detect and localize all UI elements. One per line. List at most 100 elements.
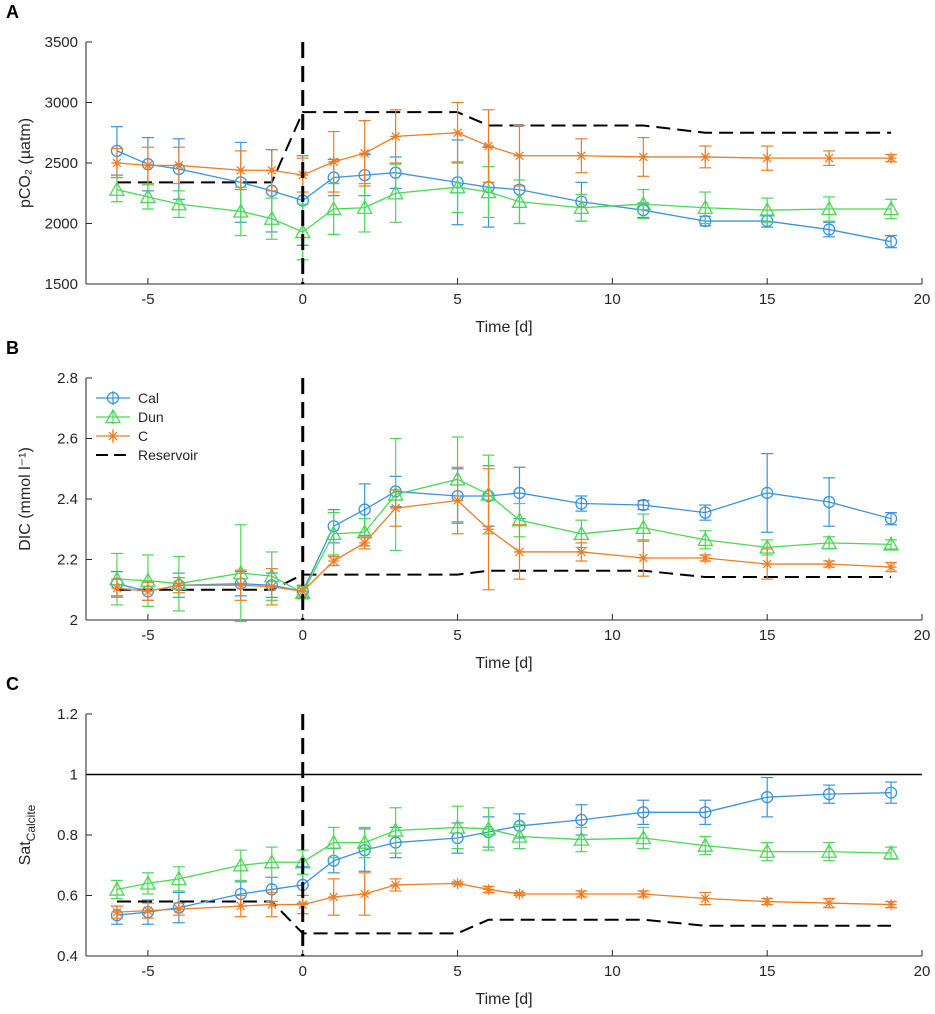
panel-c-xlabel: Time [d] xyxy=(475,991,532,1008)
panel-a-c-point xyxy=(885,152,897,164)
panel-b-c-point xyxy=(266,581,278,593)
panel-b-series-c xyxy=(110,466,898,606)
panel-c-c-point xyxy=(390,879,402,891)
panel-b-c-point xyxy=(761,558,773,570)
panel-c-dun-point xyxy=(635,829,652,845)
panel-b-c-point-strokes xyxy=(575,546,587,558)
panel-c-xtick-label: -5 xyxy=(141,963,154,980)
panel-b-series-dun xyxy=(108,436,900,623)
panel-c-c-point-strokes xyxy=(575,888,587,900)
panel-c-c-point-strokes xyxy=(699,893,711,905)
panel-b-xtick-label: 20 xyxy=(914,627,931,644)
panel-a-series-c xyxy=(110,101,898,193)
panel-a-dun-point xyxy=(325,200,342,216)
panel-a-c-point xyxy=(637,151,649,163)
panel-a-c-point xyxy=(111,157,123,169)
panel-a-c-point-strokes xyxy=(173,159,185,171)
panel-c-c-point-strokes xyxy=(235,900,247,912)
panel-a-c-point-strokes xyxy=(111,157,123,169)
panel-b-cal-point xyxy=(761,486,774,500)
legend-c-marker xyxy=(107,430,119,442)
panel-c-c-point xyxy=(452,877,464,889)
panel-c-dun-point xyxy=(480,820,497,836)
panel-a-c-point-strokes xyxy=(637,151,649,163)
panel-b-c-point xyxy=(173,579,185,591)
panel-b-c-point-strokes xyxy=(390,502,402,514)
panel-a-ytick-label: 3500 xyxy=(45,34,78,51)
panel-a-ylabel: pCO₂ (µatm) xyxy=(17,118,34,208)
panel-c-cal-point xyxy=(699,806,712,819)
panel-b-c-point xyxy=(885,561,897,573)
panel-c-c-point-strokes xyxy=(328,891,340,903)
legend-dun-label: Dun xyxy=(138,409,164,425)
panel-c-ylabel: SatCalcite xyxy=(17,804,38,865)
panel-a-dun-point xyxy=(170,195,187,211)
panel-c-c-point-strokes xyxy=(885,899,897,911)
panel-a-dun-point xyxy=(108,181,126,196)
panel-b-c-point xyxy=(823,558,835,570)
panel-b-c-point-strokes xyxy=(266,581,278,593)
panel-c-cal-point xyxy=(884,786,898,799)
panel-c-letter: C xyxy=(6,674,19,694)
panel-a-c-point xyxy=(823,152,835,164)
panel-a-dun-point xyxy=(573,199,590,215)
panel-a-c-point xyxy=(142,159,154,171)
panel-c-ytick-label: 1 xyxy=(70,767,78,784)
panel-b-cal-point xyxy=(513,486,526,500)
panel-b-ytick-label: 2.6 xyxy=(57,431,78,448)
panel-a-c-point-strokes xyxy=(483,140,495,152)
panel-a-plot: -5 0 5 10 15 20 1500 2000 2500 3000 3500 xyxy=(45,34,931,308)
panel-b-c-point-strokes xyxy=(637,552,649,564)
panel-a-c-point xyxy=(513,150,525,162)
legend-c-label: C xyxy=(138,428,148,444)
panel-c-c-point-strokes xyxy=(390,879,402,891)
panel-c-dun-point xyxy=(759,843,776,858)
panel-a-c-point-strokes xyxy=(266,164,278,176)
panel-c-reservoir-line xyxy=(116,900,892,935)
panel-c-c-point xyxy=(483,883,495,895)
panel-a-c-point-strokes xyxy=(328,156,340,168)
panel-b-dun-point xyxy=(635,519,652,534)
legend-cal-marker xyxy=(106,391,120,405)
panel-a-c-point xyxy=(359,147,371,159)
legend-entry-c: C xyxy=(96,428,148,444)
panel-a-dun-point xyxy=(759,201,776,217)
panel-b-xtick-label: 10 xyxy=(604,627,621,644)
panel-c-dun-point xyxy=(108,881,126,896)
panel-c-c-point xyxy=(575,888,587,900)
panel-c-dun-point xyxy=(697,837,714,852)
panel-c-ytick-label: 0.6 xyxy=(57,888,78,905)
panel-b-dun-point xyxy=(882,536,900,551)
panel-c-xtick-label: 0 xyxy=(299,963,307,980)
panel-b-c-point xyxy=(575,546,587,558)
panel-b-ytick-label: 2.8 xyxy=(57,370,78,387)
panel-a-c-point xyxy=(699,151,711,163)
panel-c-c-point xyxy=(761,896,773,908)
panel-a-c-point xyxy=(173,159,185,171)
panel-b-c-point xyxy=(328,555,340,567)
panel-c-ytick-label: 1.2 xyxy=(57,706,78,723)
panel-c-c-point-strokes xyxy=(823,897,835,909)
panel-a-dun-point xyxy=(356,199,373,215)
panel-a-cal-line xyxy=(116,150,892,243)
panel-b-c-point-strokes xyxy=(761,558,773,570)
panel-b-cal-point xyxy=(822,495,836,509)
panel-b-c-point xyxy=(637,552,649,564)
panel-c-c-point-strokes xyxy=(111,906,123,918)
panel-a-dun-point xyxy=(232,203,249,218)
panel-b-c-point-strokes xyxy=(359,537,371,549)
panel-c-cal-point xyxy=(637,806,650,819)
legend-entry-cal: Cal xyxy=(96,390,159,406)
panel-c-c-point xyxy=(297,899,309,911)
panel-c-c-point-strokes xyxy=(761,896,773,908)
panel-b-c-point-strokes xyxy=(142,585,154,597)
panel-a-ytick-label: 1500 xyxy=(45,276,78,293)
panel-c-c-point xyxy=(637,888,649,900)
panel-c-c-point xyxy=(699,893,711,905)
panel-c-cal-point xyxy=(761,791,774,804)
panel-c-dun-point xyxy=(325,834,342,849)
panel-c-c-point-strokes xyxy=(483,883,495,895)
panel-c-xtick-label: 10 xyxy=(604,963,621,980)
panel-c-dun-point xyxy=(139,875,157,890)
